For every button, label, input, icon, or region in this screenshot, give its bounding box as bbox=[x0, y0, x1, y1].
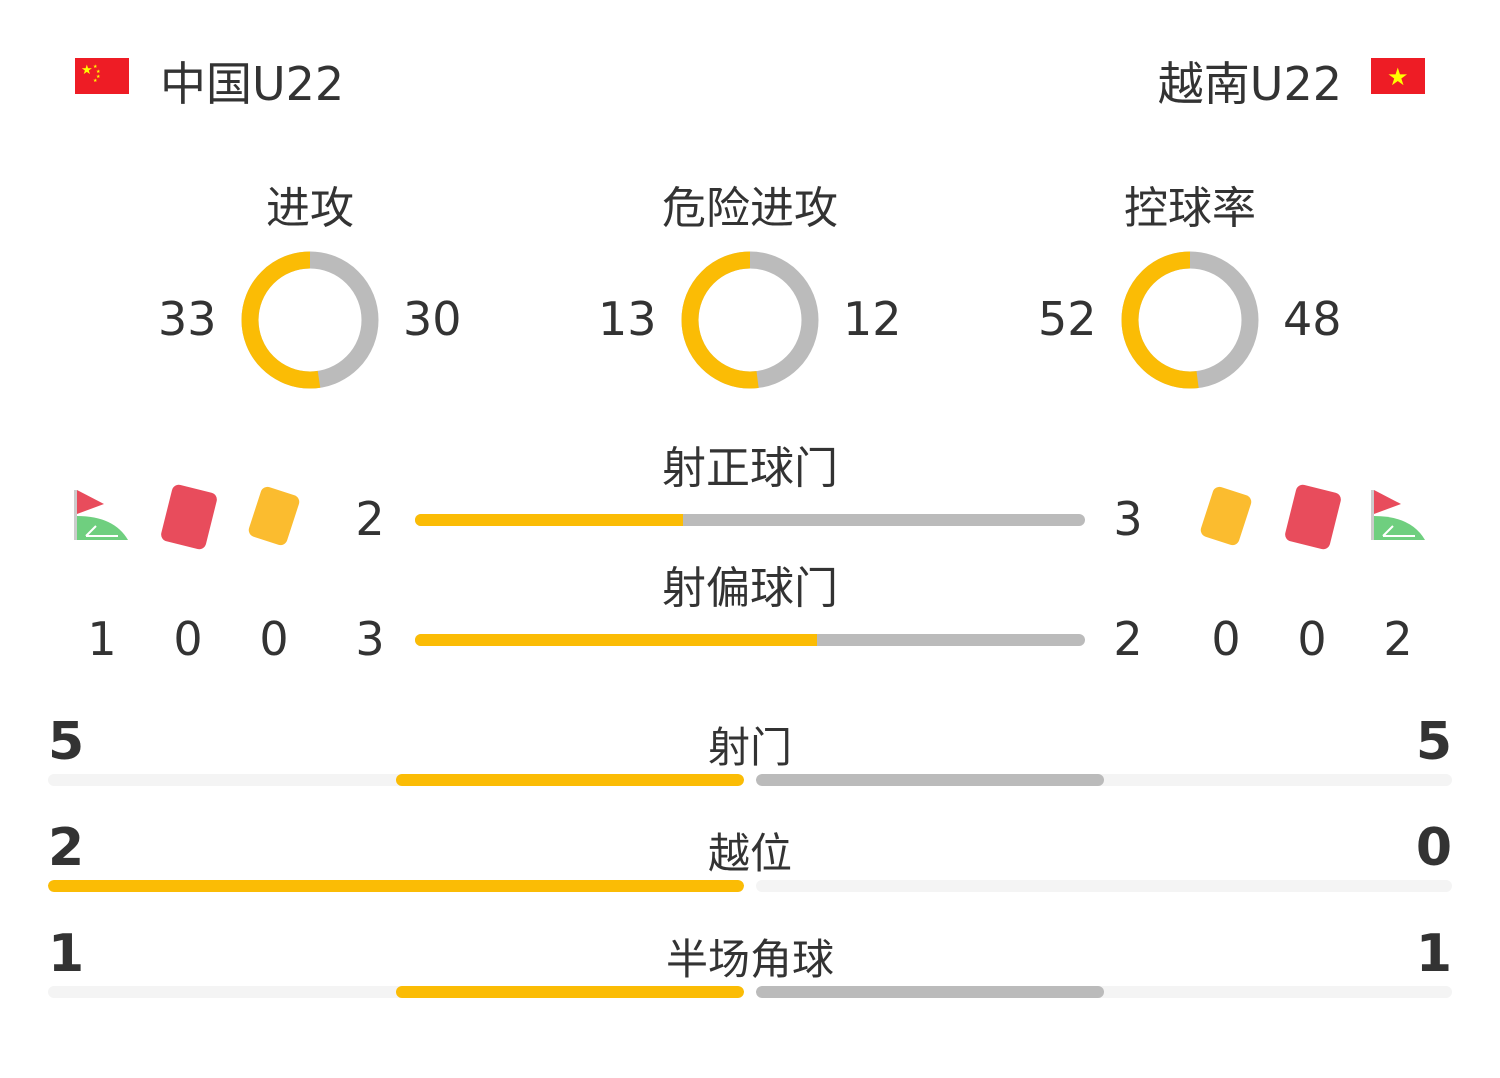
donut-away-value: 30 bbox=[403, 292, 462, 346]
yellow-card-icon bbox=[1198, 485, 1254, 547]
home-yellow-cards: 0 bbox=[259, 612, 289, 666]
bar-away-fill bbox=[756, 986, 1104, 998]
bar-home-value: 5 bbox=[48, 712, 85, 772]
home-corners: 1 bbox=[87, 612, 117, 666]
donut-chart bbox=[241, 251, 379, 389]
bar-home-value: 2 bbox=[48, 818, 85, 878]
home-shots-off-target: 3 bbox=[355, 612, 385, 666]
corner-flag-icon bbox=[1371, 490, 1425, 540]
bar-away-value: 5 bbox=[1415, 712, 1452, 772]
donut-home-value: 52 bbox=[1038, 292, 1097, 346]
away-team-name: 越南U22 bbox=[1157, 57, 1342, 111]
shots-on-target-bar bbox=[415, 514, 1085, 526]
svg-text:★: ★ bbox=[81, 63, 93, 78]
bar-away-value: 1 bbox=[1415, 924, 1452, 984]
svg-text:★: ★ bbox=[93, 78, 98, 84]
bar-home-track bbox=[48, 880, 744, 892]
home-red-cards: 0 bbox=[173, 612, 203, 666]
bar-title: 越位 bbox=[707, 829, 792, 878]
shots-on-target-title: 射正球门 bbox=[662, 443, 838, 494]
donut-away-value: 12 bbox=[843, 292, 902, 346]
shots-off-target-title: 射偏球门 bbox=[662, 563, 838, 614]
shots-off-target-fill bbox=[415, 634, 817, 646]
yellow-card-icon bbox=[246, 485, 302, 547]
bar-title: 射门 bbox=[707, 723, 792, 772]
bar-away-track bbox=[756, 880, 1452, 892]
china-flag-icon: ★ ★ ★ ★ ★ bbox=[75, 58, 129, 94]
donut-title: 控球率 bbox=[1124, 183, 1256, 234]
svg-text:★: ★ bbox=[93, 64, 98, 70]
svg-text:★: ★ bbox=[1387, 63, 1409, 91]
away-corners: 2 bbox=[1383, 612, 1413, 666]
bar-home-fill bbox=[396, 774, 744, 786]
donut-home-arc bbox=[1121, 251, 1259, 389]
away-red-cards: 0 bbox=[1297, 612, 1327, 666]
svg-text:★: ★ bbox=[96, 69, 101, 75]
donut-away-value: 48 bbox=[1283, 292, 1342, 346]
shots-off-target-bar bbox=[415, 634, 1085, 646]
bar-away-fill bbox=[756, 774, 1104, 786]
bar-title: 半场角球 bbox=[665, 935, 834, 984]
red-card-icon bbox=[1283, 483, 1343, 551]
bar-home-value: 1 bbox=[48, 924, 85, 984]
donut-title: 进攻 bbox=[266, 183, 354, 234]
donut-title: 危险进攻 bbox=[662, 183, 838, 234]
donut-home-value: 33 bbox=[158, 292, 217, 346]
bar-away-track bbox=[756, 986, 1452, 998]
donut-chart bbox=[681, 251, 819, 389]
vietnam-flag-icon: ★ bbox=[1371, 58, 1425, 94]
away-yellow-cards: 0 bbox=[1211, 612, 1241, 666]
donut-home-arc bbox=[241, 251, 379, 389]
donut-home-arc bbox=[681, 251, 819, 389]
away-shots-on-target: 3 bbox=[1113, 492, 1143, 546]
corner-flag-icon bbox=[74, 490, 128, 540]
bar-home-fill bbox=[396, 986, 744, 998]
donut-chart bbox=[1121, 251, 1259, 389]
bar-away-track bbox=[756, 774, 1452, 786]
red-card-icon bbox=[159, 483, 219, 551]
home-shots-on-target: 2 bbox=[355, 492, 385, 546]
away-shots-off-target: 2 bbox=[1113, 612, 1143, 666]
home-team-name: 中国U22 bbox=[160, 57, 345, 111]
shots-on-target-fill bbox=[415, 514, 683, 526]
bar-home-track bbox=[48, 986, 744, 998]
bar-home-track bbox=[48, 774, 744, 786]
bar-away-value: 0 bbox=[1415, 818, 1452, 878]
donut-home-value: 13 bbox=[598, 292, 657, 346]
bar-home-fill bbox=[48, 880, 744, 892]
svg-text:★: ★ bbox=[96, 74, 101, 80]
